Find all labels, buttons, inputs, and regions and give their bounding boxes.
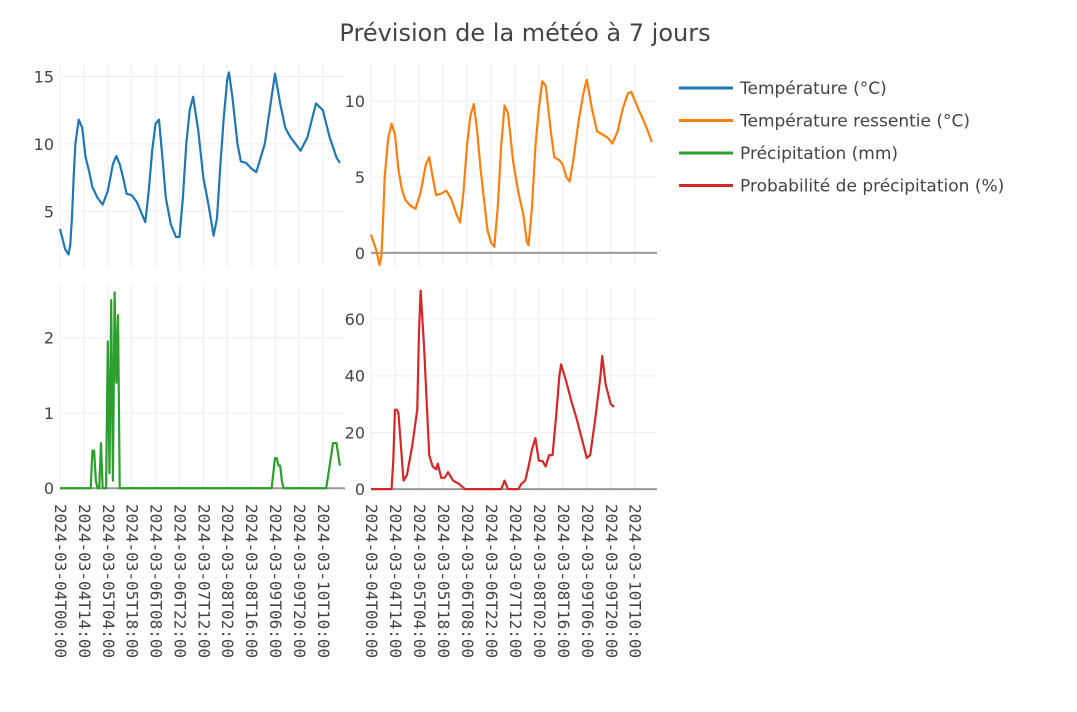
y-tick-label: 5 [44,202,54,221]
y-tick-label: 10 [34,135,54,154]
y-tick-label: 0 [355,244,365,263]
series-line-3 [60,291,341,490]
legend-label: Précipitation (mm) [740,144,898,164]
x-tick-label: 2024-03-10T10:00 [626,504,645,658]
y-tick-label: 2 [44,329,54,348]
x-tick-label: 2024-03-04T14:00 [386,504,405,658]
x-tick-label: 2024-03-09T06:00 [266,504,285,658]
y-tick-label: 10 [345,92,365,111]
subplot-top-right: 0 5 10 [345,63,657,268]
x-tick-label: 2024-03-09T20:00 [602,504,621,658]
y-tick-label: 0 [44,479,54,498]
y-tick-label: 5 [355,168,365,187]
series-line-1 [58,71,341,256]
x-tick-label: 2024-03-06T08:00 [458,504,477,658]
x-tick-label: 2024-03-07T12:00 [194,504,213,658]
x-tick-label: 2024-03-05T18:00 [123,504,142,658]
x-tick-label: 2024-03-04T14:00 [75,504,94,658]
legend-item-3[interactable]: Précipitation (mm) [679,144,898,164]
x-tick-label: 2024-03-06T22:00 [482,504,501,658]
subplot-top-left: 5 10 15 [34,63,345,268]
x-tick-label: 2024-03-08T02:00 [530,504,549,658]
subplot-bottom-right: 0 20 40 60 2024-03-04T00:00 2024-03-04T14:00 2… [345,285,657,658]
chart-title: Prévision de la météo à 7 jours [339,19,710,47]
legend-label: Température (°C) [739,79,887,99]
legend-item-2[interactable]: Température ressentie (°C) [679,112,970,132]
x-tick-label: 2024-03-09T06:00 [578,504,597,658]
legend-label: Température ressentie (°C) [739,112,970,132]
x-tick-label: 2024-03-04T00:00 [51,504,70,658]
x-tick-label: 2024-03-04T00:00 [362,504,381,658]
x-tick-label: 2024-03-05T18:00 [434,504,453,658]
x-tick-label: 2024-03-09T20:00 [290,504,309,658]
y-tick-label: 15 [34,67,54,86]
x-tick-label: 2024-03-05T04:00 [99,504,118,658]
subplot-bottom-left: 0 1 2 2024-03-04T00:00 2024-03-04T14:00 2024-… [44,285,345,658]
legend-label: Probabilité de précipitation (%) [740,177,1004,197]
x-tick-label: 2024-03-07T12:00 [506,504,525,658]
y-tick-label: 60 [345,310,365,329]
y-tick-label: 20 [345,423,365,442]
subplot-panels: 5 10 15 0 5 10 0 1 2 2024-03-04T00:00 2024-03-04T1… [34,63,657,658]
x-tick-label: 2024-03-06T22:00 [170,504,189,658]
x-tick-label: 2024-03-08T16:00 [242,504,261,658]
x-tick-label: 2024-03-05T04:00 [410,504,429,658]
y-tick-label: 0 [355,480,365,499]
y-tick-label: 1 [44,404,54,423]
x-tick-label: 2024-03-10T10:00 [314,504,333,658]
legend-item-4[interactable]: Probabilité de précipitation (%) [679,177,1004,197]
series-line-2 [369,78,653,267]
legend-item-1[interactable]: Température (°C) [679,79,887,99]
x-tick-label: 2024-03-08T16:00 [554,504,573,658]
x-tick-label: 2024-03-06T08:00 [147,504,166,658]
legend: Température (°C) Température ressentie (°… [679,79,1004,197]
series-line-4 [371,289,615,491]
x-tick-label: 2024-03-08T02:00 [218,504,237,658]
y-tick-label: 40 [345,367,365,386]
